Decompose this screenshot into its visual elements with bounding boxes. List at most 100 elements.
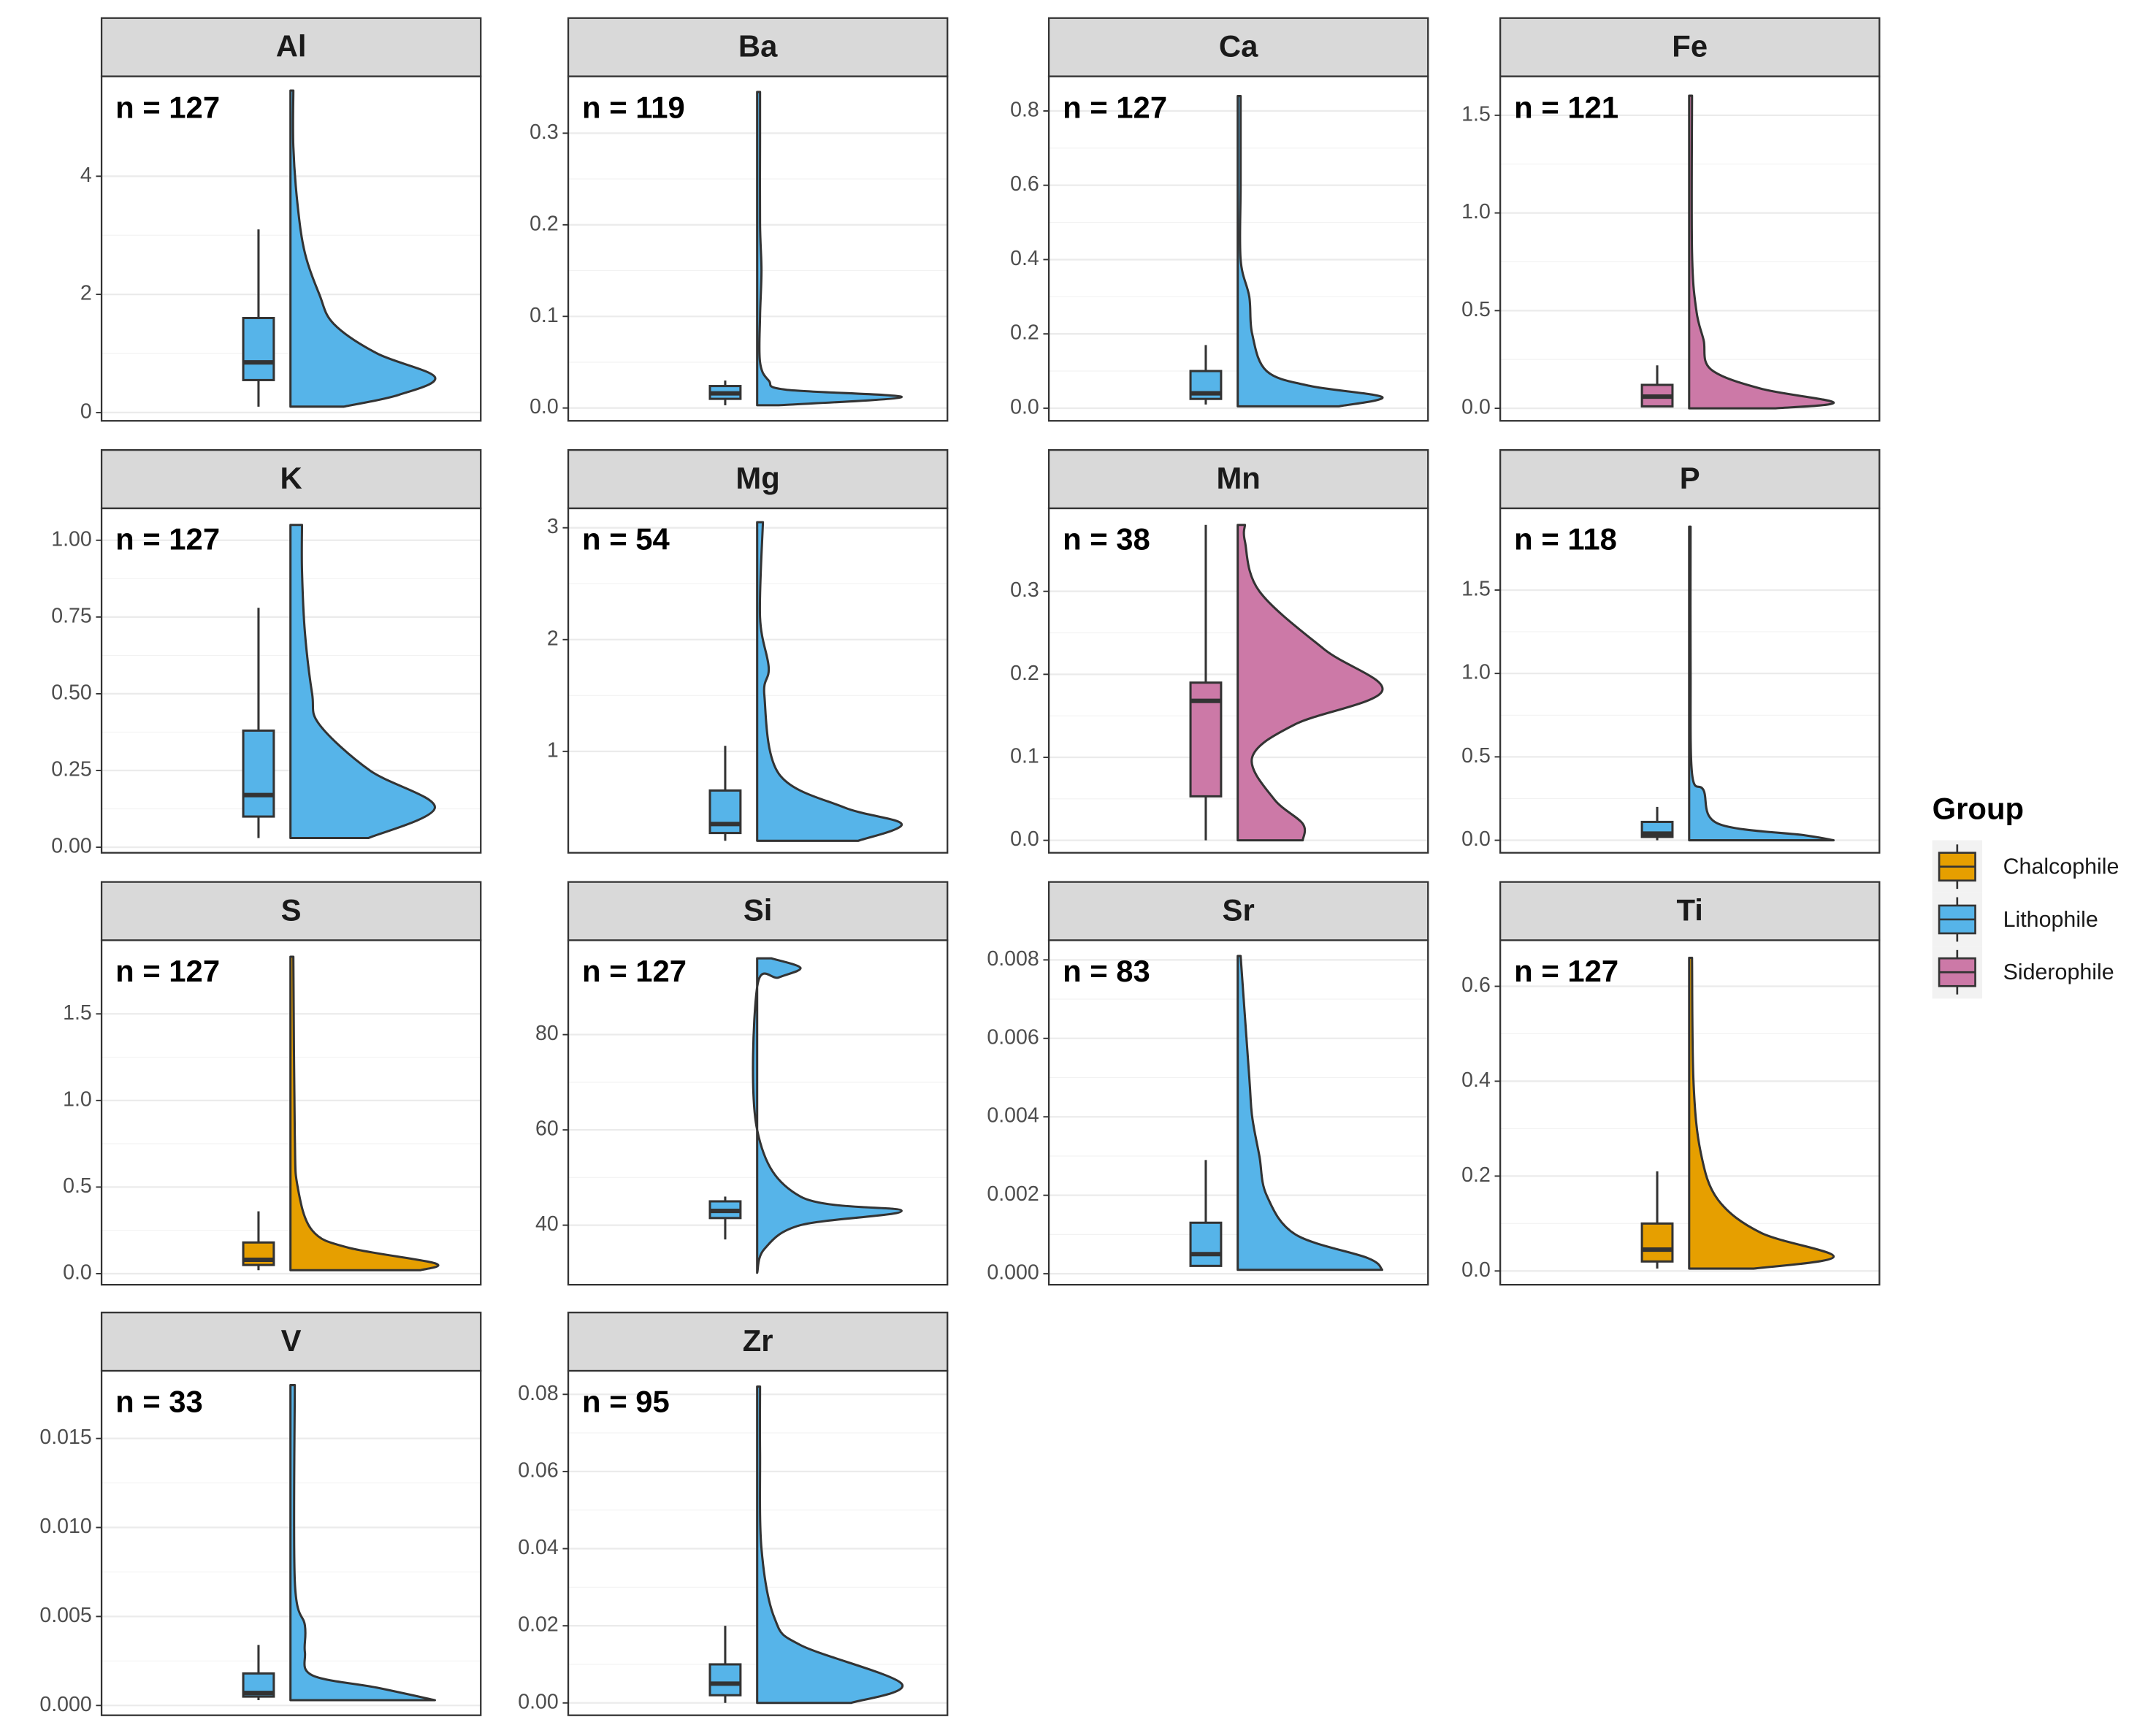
n-label: n = 54 — [582, 522, 670, 556]
violin — [1236, 524, 1384, 842]
y-tick-label: 0.0 — [63, 1261, 92, 1284]
y-tick-label: 0.6 — [1461, 974, 1491, 997]
panel-title: Si — [743, 893, 773, 927]
violin — [289, 524, 437, 840]
y-tick-label: 0.8 — [1010, 98, 1039, 121]
strip — [1047, 881, 1429, 941]
y-tick-label: 0.000 — [39, 1693, 91, 1716]
strip — [100, 449, 482, 510]
y-tick-label: 0.06 — [518, 1458, 559, 1482]
n-label: n = 127 — [115, 522, 220, 556]
y-tick-label: 40 — [535, 1212, 559, 1236]
y-tick-label: 0.4 — [1461, 1068, 1491, 1092]
violin — [756, 91, 903, 407]
box — [242, 729, 275, 818]
y-tick-label: 0.75 — [51, 604, 92, 627]
y-tick-label: 0.2 — [530, 212, 559, 235]
y-tick-label: 1.5 — [1461, 102, 1491, 126]
n-label: n = 33 — [115, 1385, 203, 1419]
panel-title: Al — [276, 29, 307, 64]
n-label: n = 83 — [1063, 954, 1150, 988]
panel-border — [567, 507, 949, 854]
strip — [100, 17, 482, 77]
y-tick-label: 1.0 — [1461, 200, 1491, 223]
y-tick-label: 0.005 — [39, 1604, 91, 1627]
y-tick-label: 0.2 — [1461, 1163, 1491, 1187]
y-tick-label: 0.1 — [530, 304, 559, 327]
violin — [756, 1385, 904, 1705]
y-tick-label: 1.5 — [63, 1001, 92, 1025]
box — [1640, 1222, 1674, 1263]
panel-border — [567, 939, 949, 1286]
box — [1189, 1221, 1223, 1267]
y-tick-label: 0.4 — [1010, 247, 1039, 270]
strip — [567, 1312, 949, 1372]
y-tick-label: 80 — [535, 1022, 559, 1045]
y-tick-label: 0.00 — [51, 835, 92, 858]
n-label: n = 127 — [1514, 954, 1618, 988]
y-tick-label: 0.0 — [1461, 1258, 1491, 1282]
y-tick-label: 0.04 — [518, 1536, 559, 1559]
y-tick-label: 0.5 — [1461, 298, 1491, 321]
violin — [1688, 94, 1835, 410]
violin — [1236, 955, 1384, 1271]
legend-label: Lithophile — [2003, 907, 2098, 932]
violin — [289, 89, 437, 408]
y-tick-label: 2 — [547, 627, 559, 650]
y-tick-label: 1 — [547, 738, 559, 762]
y-tick-label: 0.3 — [530, 121, 559, 144]
y-tick-label: 1.00 — [51, 527, 92, 551]
strip — [1499, 881, 1881, 941]
y-tick-label: 0.50 — [51, 681, 92, 704]
n-label: n = 95 — [582, 1385, 670, 1419]
y-tick-label: 0.00 — [518, 1690, 559, 1713]
strip — [1499, 17, 1881, 77]
y-tick-label: 0.015 — [39, 1426, 91, 1449]
y-tick-label: 1.5 — [1461, 577, 1491, 600]
legend-title: Group — [1933, 792, 2024, 826]
y-tick-label: 1.0 — [1461, 661, 1491, 684]
y-tick-label: 0.6 — [1010, 172, 1039, 196]
y-tick-label: 0.004 — [987, 1104, 1039, 1128]
box — [242, 316, 275, 381]
panel-border — [1047, 939, 1429, 1286]
panel-border — [100, 1369, 482, 1716]
panel-border — [567, 75, 949, 422]
y-tick-label: 0.008 — [987, 947, 1039, 971]
strip — [1047, 449, 1429, 510]
panel-border — [1047, 507, 1429, 854]
panel-title: Ba — [738, 29, 778, 64]
y-tick-label: 0.002 — [987, 1182, 1039, 1206]
y-tick-label: 0.1 — [1010, 745, 1039, 768]
legend-label: Siderophile — [2003, 960, 2114, 984]
y-tick-label: 0.2 — [1010, 662, 1039, 685]
y-tick-label: 0.010 — [39, 1515, 91, 1538]
panel-title: Zr — [743, 1323, 773, 1358]
y-tick-label: 4 — [80, 164, 92, 187]
n-label: n = 38 — [1063, 522, 1150, 556]
panel-title: V — [281, 1323, 302, 1358]
y-tick-label: 0.006 — [987, 1025, 1039, 1049]
y-tick-label: 0.0 — [530, 395, 559, 418]
panel-border — [567, 1369, 949, 1716]
strip — [1499, 449, 1881, 510]
y-tick-label: 0.0 — [1461, 396, 1491, 419]
n-label: n = 118 — [1514, 522, 1617, 556]
y-tick-label: 0.25 — [51, 758, 92, 781]
n-label: n = 121 — [1514, 90, 1618, 124]
n-label: n = 127 — [582, 954, 687, 988]
y-tick-label: 0.0 — [1010, 827, 1039, 851]
violin — [289, 1384, 437, 1702]
panel-border — [1499, 507, 1881, 854]
y-tick-label: 0.5 — [1461, 744, 1491, 768]
y-tick-label: 3 — [547, 515, 559, 538]
panel-title: Fe — [1672, 29, 1708, 64]
box — [708, 789, 742, 835]
n-label: n = 127 — [115, 954, 220, 988]
panel-border — [1499, 939, 1881, 1286]
panel-border — [100, 507, 482, 854]
y-tick-label: 0.02 — [518, 1613, 559, 1637]
panel-title: Mg — [735, 461, 779, 495]
y-tick-label: 0 — [80, 399, 92, 423]
